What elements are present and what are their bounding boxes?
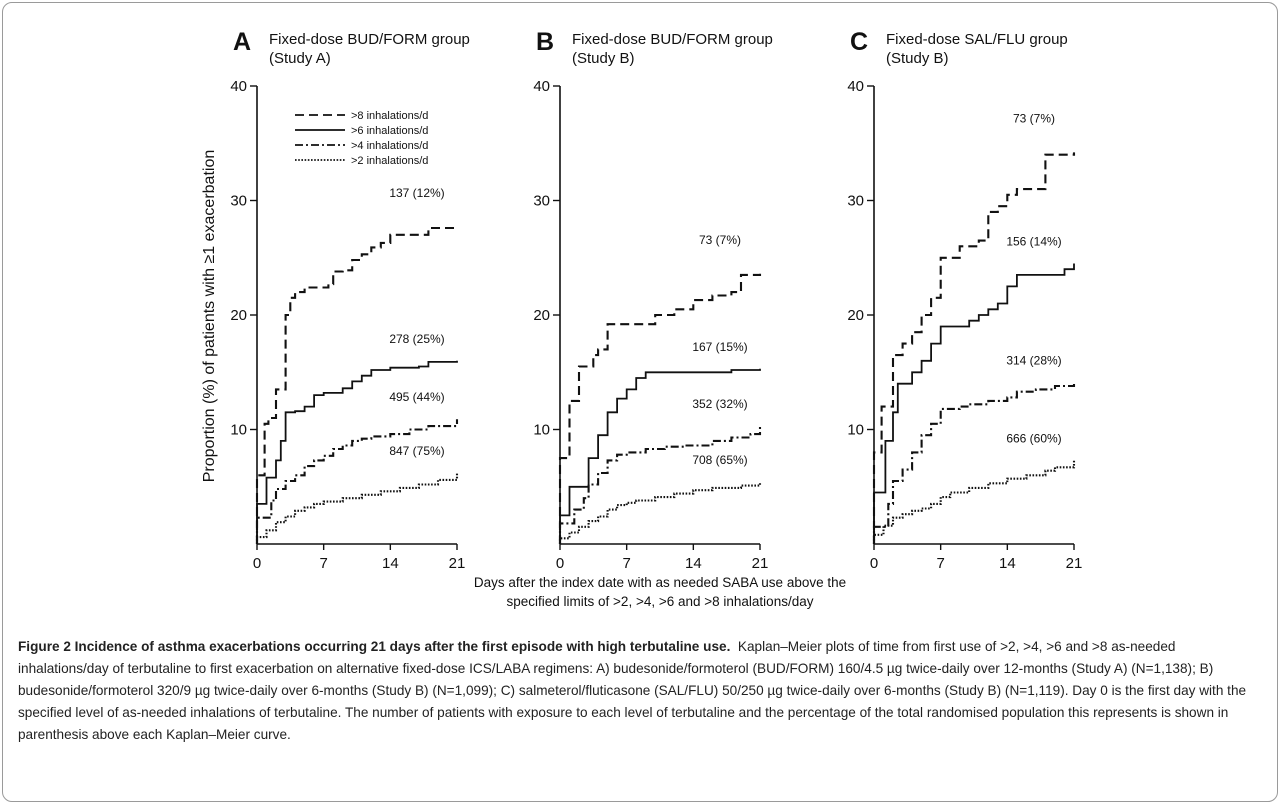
legend-label: >6 inhalations/d: [351, 125, 428, 137]
figure-caption: Figure 2 Incidence of asthma exacerbatio…: [18, 636, 1268, 746]
y-tick-label: 40: [230, 78, 247, 95]
end-label: 73 (7%): [1013, 111, 1055, 125]
x-tick-label: 14: [382, 555, 399, 572]
y-tick-label: 30: [847, 193, 864, 210]
x-axis-label-line1: Days after the index date with as needed…: [473, 575, 847, 590]
end-label: 847 (75%): [389, 444, 444, 458]
y-tick-label: 10: [533, 422, 550, 439]
caption-body: Kaplan–Meier plots of time from first us…: [18, 639, 1247, 742]
panel-letter: C: [850, 28, 868, 56]
panel-letter: A: [233, 28, 251, 56]
end-label: 137 (12%): [389, 186, 444, 200]
series-line-solid: [559, 368, 761, 544]
series-line-dashdot: [872, 382, 1076, 544]
panel-title-line2: (Study B): [572, 50, 635, 67]
end-label: 314 (28%): [1006, 354, 1061, 368]
series-line-dashed: [558, 273, 762, 544]
end-label: 666 (60%): [1006, 431, 1061, 445]
panel-b: B Fixed-dose BUD/FORM group (Study B) 10 20 3…: [533, 28, 773, 572]
x-tick-label: 7: [319, 555, 327, 572]
x-tick-label: 0: [870, 555, 878, 572]
series-line-dashed: [255, 226, 459, 544]
y-tick-label: 20: [230, 307, 247, 324]
legend-label: >2 inhalations/d: [351, 155, 428, 167]
x-tick-label: 14: [685, 555, 702, 572]
x-tick-label: 14: [999, 555, 1016, 572]
x-tick-label: 7: [622, 555, 630, 572]
y-tick-label: 30: [533, 193, 550, 210]
end-label: 278 (25%): [389, 332, 444, 346]
end-label: 708 (65%): [692, 453, 747, 467]
x-axis-label: Days after the index date with as needed…: [380, 573, 940, 611]
panel-title-line2: (Study B): [886, 50, 949, 67]
panels-layer: A Fixed-dose BUD/FORM group (Study A) 10 20 3…: [230, 28, 1082, 572]
panel-title-line1: Fixed-dose BUD/FORM group: [269, 31, 470, 48]
series-line-dashdot: [558, 426, 762, 544]
x-axis-label-line2: specified limits of >2, >4, >6 and >8 in…: [506, 594, 814, 609]
series-line-dotted: [872, 460, 1076, 544]
end-label: 73 (7%): [699, 233, 741, 247]
legend: >8 inhalations/d >6 inhalations/d >4 inhal…: [295, 110, 428, 167]
y-tick-label: 40: [847, 78, 864, 95]
series-line-solid: [256, 360, 458, 544]
panel-c: C Fixed-dose SAL/FLU group (Study B) 10 20 30…: [847, 28, 1082, 572]
x-tick-label: 21: [752, 555, 769, 572]
y-tick-label: 10: [847, 422, 864, 439]
panel-title-line1: Fixed-dose SAL/FLU group: [886, 31, 1068, 48]
legend-label: >8 inhalations/d: [351, 110, 428, 122]
y-tick-label: 40: [533, 78, 550, 95]
series-line-dashdot: [255, 419, 459, 544]
legend-label: >4 inhalations/d: [351, 140, 428, 152]
series-line-solid: [873, 263, 1075, 544]
panel-a: A Fixed-dose BUD/FORM group (Study A) 10 20 3…: [230, 28, 470, 572]
x-tick-label: 7: [936, 555, 944, 572]
series-line-dotted: [255, 473, 459, 544]
x-tick-label: 21: [1066, 555, 1083, 572]
y-tick-label: 30: [230, 193, 247, 210]
x-tick-label: 21: [449, 555, 466, 572]
end-label: 156 (14%): [1006, 234, 1061, 248]
panel-title-line1: Fixed-dose BUD/FORM group: [572, 31, 773, 48]
x-tick-label: 0: [253, 555, 261, 572]
caption-title: Figure 2 Incidence of asthma exacerbatio…: [18, 639, 731, 654]
x-tick-label: 0: [556, 555, 564, 572]
series-line-dashed: [872, 152, 1076, 544]
y-tick-label: 20: [533, 307, 550, 324]
end-label: 167 (15%): [692, 340, 747, 354]
end-label: 495 (44%): [389, 390, 444, 404]
y-tick-label: 20: [847, 307, 864, 324]
panel-letter: B: [536, 28, 554, 56]
end-label: 352 (32%): [692, 397, 747, 411]
y-tick-label: 10: [230, 422, 247, 439]
series-line-dotted: [558, 482, 762, 544]
panel-title-line2: (Study A): [269, 50, 331, 67]
y-axis-label: Proportion (%) of patients with ≥1 exace…: [201, 150, 218, 483]
